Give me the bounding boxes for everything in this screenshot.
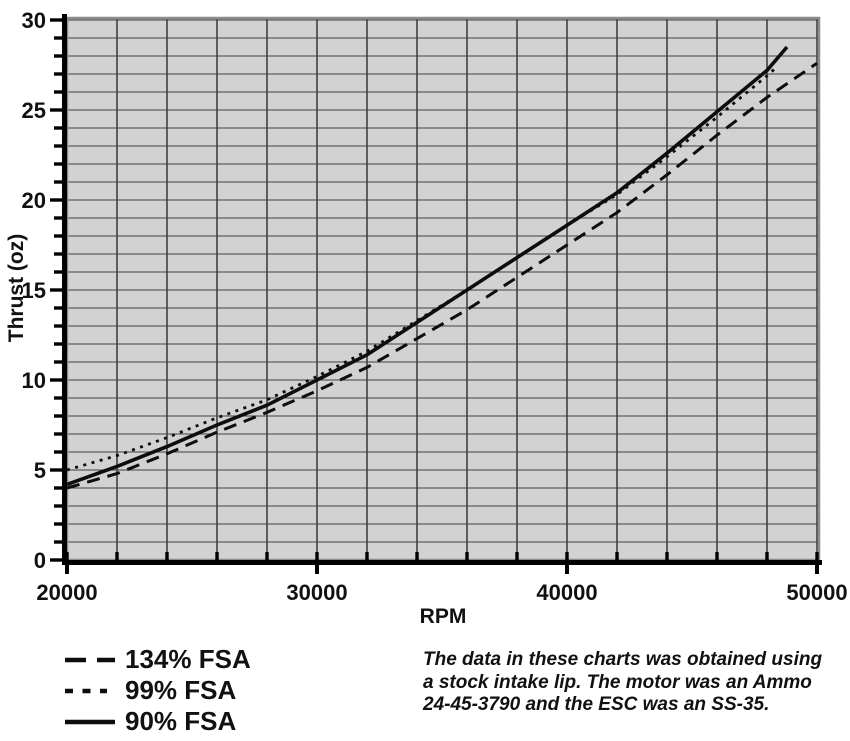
- y-tick: [54, 432, 62, 436]
- x-minor-tick: [265, 552, 269, 560]
- legend-row-90-fsa: 90% FSA: [64, 706, 251, 737]
- y-tick: [54, 450, 62, 454]
- y-tick: [54, 180, 62, 184]
- y-tick: [50, 18, 62, 22]
- y-axis-line: [62, 14, 67, 565]
- legend-label: 90% FSA: [125, 706, 237, 736]
- x-minor-tick: [215, 552, 219, 560]
- y-tick-label: 0: [34, 548, 46, 573]
- legend-swatch-dashed-icon: [65, 657, 115, 662]
- y-tick: [50, 198, 62, 202]
- y-tick: [54, 504, 62, 508]
- x-minor-tick: [565, 552, 569, 560]
- footnote: The data in these charts was obtained us…: [423, 649, 822, 717]
- legend-label: 134% FSA: [125, 644, 251, 674]
- y-tick-label: 20: [22, 188, 46, 213]
- y-tick: [54, 126, 62, 130]
- x-minor-tick: [465, 552, 469, 560]
- y-tick: [54, 306, 62, 310]
- y-tick: [54, 72, 62, 76]
- x-tick-label: 20000: [36, 580, 97, 605]
- x-minor-tick: [665, 552, 669, 560]
- y-axis-title: Thrust (oz): [5, 233, 28, 343]
- footnote-line: 24-45-3790 and the ESC was an SS-35.: [423, 694, 770, 715]
- y-tick: [50, 108, 62, 112]
- y-tick: [54, 216, 62, 220]
- x-axis-title: RPM: [419, 605, 467, 628]
- y-tick: [54, 342, 62, 346]
- x-major-tick: [315, 565, 319, 574]
- x-major-tick: [815, 565, 819, 574]
- footnote-line: a stock intake lip. The motor was an Amm…: [423, 671, 812, 693]
- chart-legend: 134% FSA 99% FSA 90% FSA: [64, 644, 251, 737]
- y-tick-label: 10: [22, 368, 46, 393]
- x-tick-label: 30000: [286, 580, 347, 605]
- x-minor-tick: [765, 552, 769, 560]
- y-tick: [54, 324, 62, 328]
- x-minor-tick: [615, 552, 619, 560]
- y-tick: [50, 468, 62, 472]
- y-tick: [54, 396, 62, 400]
- y-tick: [54, 414, 62, 418]
- legend-swatch-solid-icon: [65, 719, 115, 724]
- x-minor-tick: [315, 552, 319, 560]
- y-tick-label: 25: [22, 98, 46, 123]
- y-tick-label: 5: [34, 458, 46, 483]
- y-tick-label: 30: [22, 8, 46, 33]
- x-minor-tick: [65, 552, 69, 560]
- y-tick: [54, 252, 62, 256]
- y-tick: [54, 54, 62, 58]
- y-tick: [54, 162, 62, 166]
- x-major-tick: [565, 565, 569, 574]
- footnote-line: The data in these charts was obtained us…: [423, 649, 823, 670]
- x-axis-line: [62, 560, 822, 565]
- y-tick-label: 15: [22, 278, 46, 303]
- x-major-tick: [65, 565, 69, 574]
- y-tick: [54, 522, 62, 526]
- legend-swatch-dotted-icon: [65, 688, 107, 693]
- y-tick: [50, 288, 62, 292]
- y-tick: [54, 90, 62, 94]
- series-line-134-fsa: [66, 61, 818, 490]
- x-minor-tick: [815, 552, 819, 560]
- y-tick: [54, 360, 62, 364]
- x-minor-tick: [165, 552, 169, 560]
- x-tick-label: 40000: [536, 580, 597, 605]
- legend-label: 99% FSA: [125, 675, 237, 705]
- y-tick: [54, 270, 62, 274]
- plot-area: [67, 18, 819, 560]
- y-tick: [54, 36, 62, 40]
- legend-row-99-fsa: 99% FSA: [64, 675, 251, 706]
- thrust-vs-rpm-chart: 0 5 10 15 20 25 30 20000 30000 40000 50000: [22, 8, 848, 605]
- y-tick: [54, 486, 62, 490]
- y-tick: [54, 540, 62, 544]
- x-tick-label: 50000: [786, 580, 847, 605]
- x-minor-tick: [515, 552, 519, 560]
- legend-row-134-fsa: 134% FSA: [64, 644, 251, 675]
- x-minor-tick: [365, 552, 369, 560]
- y-tick: [50, 558, 62, 562]
- x-minor-tick: [115, 552, 119, 560]
- x-minor-tick: [415, 552, 419, 560]
- y-tick: [54, 234, 62, 238]
- y-tick: [54, 144, 62, 148]
- y-tick: [50, 378, 62, 382]
- x-minor-tick: [715, 552, 719, 560]
